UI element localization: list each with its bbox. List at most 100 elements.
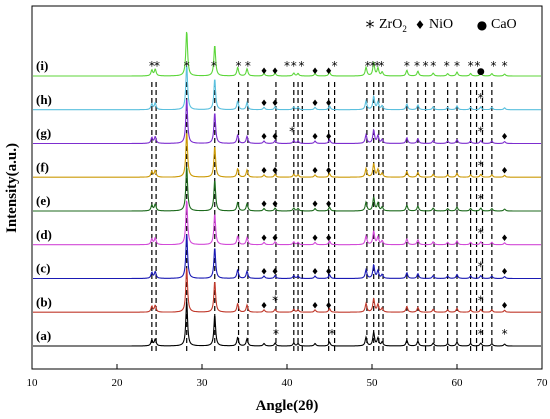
x-tick-label: 30	[197, 377, 209, 389]
zro2-marker: *	[414, 59, 420, 73]
nio-marker: ♦	[271, 67, 279, 77]
series-line	[33, 99, 541, 145]
series-label: (i)	[36, 58, 48, 73]
nio-marker: ♦	[325, 166, 333, 176]
nio-marker: ♦	[311, 166, 319, 176]
nio-marker: ♦	[501, 301, 509, 311]
series-label: (e)	[36, 193, 50, 208]
zro2-marker: *	[245, 59, 251, 73]
x-axis-ticks: 10 20 30 40 50 60 70	[27, 364, 549, 389]
series-line	[33, 234, 541, 280]
x-tick-label: 50	[367, 377, 379, 389]
nio-marker: ♦	[271, 99, 279, 109]
legend: * ZrO2 ♦ NiO ● CaO	[366, 17, 517, 38]
nio-legend-symbol: ♦	[415, 18, 426, 32]
nio-marker: ♦	[260, 166, 268, 176]
zro2-marker: *	[154, 59, 160, 73]
nio-marker: ♦	[311, 268, 319, 278]
nio-legend-label: NiO	[429, 17, 453, 32]
series-label: (g)	[36, 126, 51, 141]
series-label: (a)	[36, 328, 51, 343]
nio-marker: ♦	[271, 200, 279, 210]
nio-marker: ♦	[271, 133, 279, 143]
nio-marker: ♦	[311, 234, 319, 244]
zro2-marker: *	[289, 125, 295, 139]
zro2-marker: *	[332, 59, 338, 73]
series-label: (d)	[36, 227, 52, 242]
zro2-marker: *	[272, 293, 278, 307]
nio-marker: ♦	[325, 67, 333, 77]
phase-markers: * * * * * * ♦ ♦ * * * ♦ ♦* * *** * * * * * * * *● * *♦ ♦ ♦ ♦ *♦ ♦ * ♦ ♦ *…	[149, 59, 509, 341]
nio-marker: ♦	[325, 99, 333, 109]
zro2-marker: *	[478, 260, 484, 274]
nio-marker: ♦	[325, 200, 333, 210]
nio-marker: ♦	[271, 166, 279, 176]
cao-legend-label: CaO	[491, 17, 517, 32]
zro2-marker: *	[478, 158, 484, 172]
zro2-marker: *	[478, 192, 484, 206]
y-axis-title: Intensity(a.u.)	[4, 143, 20, 233]
series-line	[33, 133, 541, 178]
zro2-legend-symbol: *	[366, 17, 375, 38]
series-line	[33, 301, 541, 347]
zro2-marker: *	[454, 59, 460, 73]
zro2-marker: *	[298, 59, 304, 73]
zro2-marker: *	[423, 59, 429, 73]
zro2-marker: *	[291, 59, 297, 73]
nio-marker: ♦	[260, 99, 268, 109]
nio-marker: ♦	[260, 234, 268, 244]
nio-marker: ♦	[311, 200, 319, 210]
series-line	[33, 268, 541, 313]
nio-marker: ♦	[325, 133, 333, 143]
zro2-marker: *	[365, 59, 371, 73]
nio-marker: ♦	[311, 301, 319, 311]
nio-marker: ♦	[271, 234, 279, 244]
zro2-legend-label: ZrO2	[379, 17, 407, 34]
nio-marker: ♦	[325, 301, 333, 311]
nio-marker: ♦	[501, 234, 509, 244]
zro2-marker: *	[502, 59, 508, 73]
x-tick-label: 10	[27, 377, 39, 389]
cao-marker: ●	[477, 67, 485, 77]
zro2-marker: *	[444, 59, 450, 73]
nio-marker: ♦	[260, 67, 268, 77]
zro2-marker: *	[284, 59, 290, 73]
nio-marker: ♦	[260, 200, 268, 210]
zro2-marker: *	[184, 59, 190, 73]
series-layer	[33, 31, 541, 347]
zro2-marker: *	[378, 59, 384, 73]
zro2-marker: *	[430, 59, 436, 73]
nio-marker: ♦	[311, 133, 319, 143]
zro2-marker: *	[329, 327, 335, 341]
nio-marker: ♦	[311, 99, 319, 109]
nio-marker: ♦	[501, 133, 509, 143]
series-line	[33, 31, 541, 77]
series-labels: (a) (b) (c) (d) (e) (f) (g) (h) (i)	[36, 58, 52, 343]
zro2-marker: *	[374, 59, 380, 73]
zro2-marker: *	[211, 59, 217, 73]
zro2-marker: *	[236, 59, 242, 73]
zro2-marker: *	[478, 293, 484, 307]
zro2-marker: *	[474, 59, 480, 73]
series-line	[33, 65, 541, 111]
zro2-marker: *	[478, 226, 484, 240]
nio-marker: ♦	[311, 67, 319, 77]
x-tick-label: 20	[112, 377, 124, 389]
x-tick-label: 60	[452, 377, 464, 389]
x-tick-label: 70	[537, 377, 549, 389]
zro2-marker: *	[478, 125, 484, 139]
series-label: (c)	[36, 261, 50, 276]
nio-marker: ♦	[501, 268, 509, 278]
nio-marker: ♦	[325, 234, 333, 244]
series-line	[33, 166, 541, 212]
zro2-marker: *	[149, 59, 155, 73]
nio-marker: ♦	[260, 133, 268, 143]
zro2-marker: *	[273, 327, 279, 341]
series-label: (f)	[36, 159, 49, 174]
zro2-marker: *	[404, 59, 410, 73]
x-axis-title: Angle(2θ)	[256, 398, 319, 414]
series-label: (b)	[36, 294, 52, 309]
nio-marker: ♦	[260, 268, 268, 278]
series-line	[33, 200, 541, 246]
